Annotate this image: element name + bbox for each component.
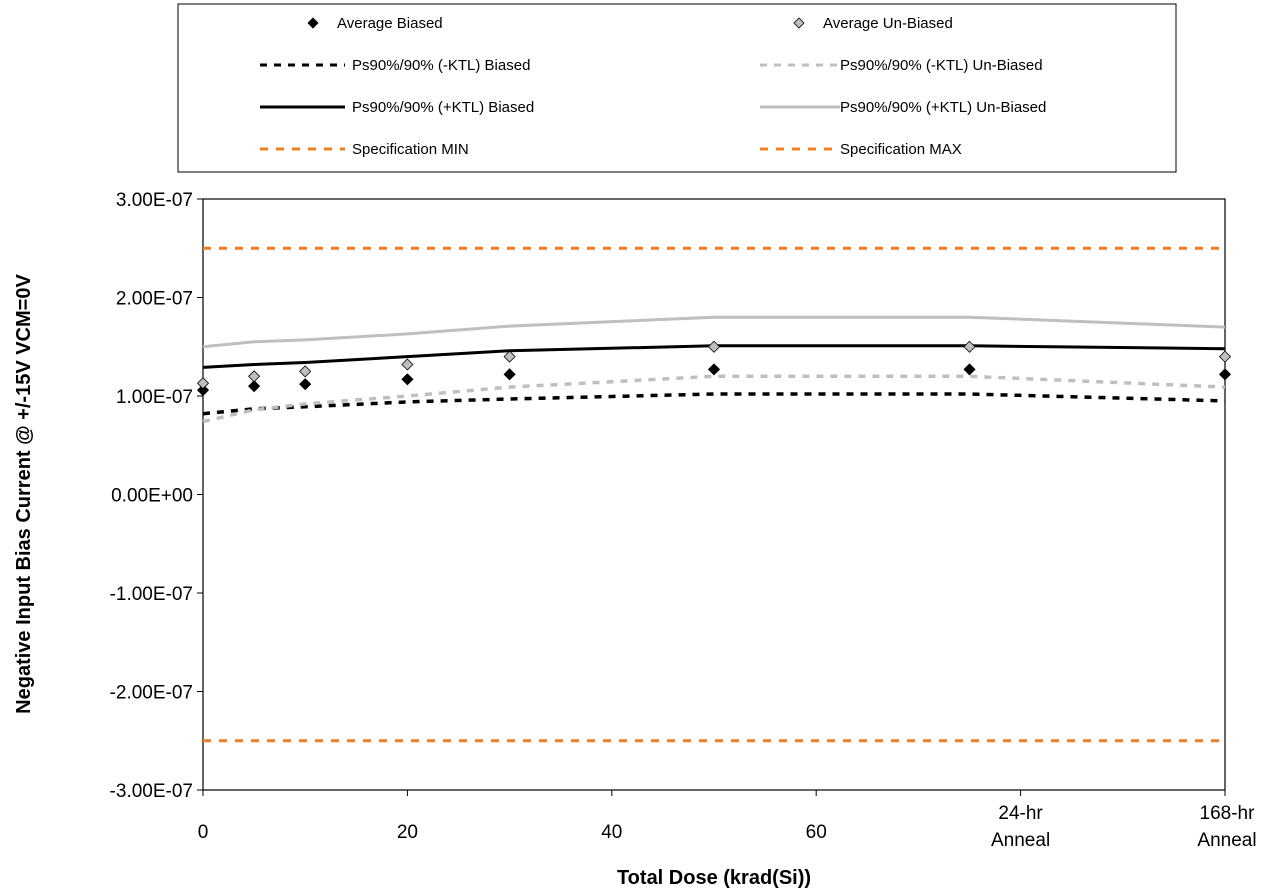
y-tick-label: 0.00E+00 <box>111 486 193 507</box>
series-layer <box>196 246 1232 743</box>
legend-entry-average-biased: Average Biased <box>307 15 443 32</box>
y-tick-label: 2.00E-07 <box>116 289 193 310</box>
x-tick-label: 40 <box>601 822 622 843</box>
y-axis: 3.00E-07 2.00E-07 1.00E-07 0.00E+00 -1.00E-0… <box>110 190 203 802</box>
series-line-ps90-90-ktl-biased <box>202 344 1226 369</box>
legend-entry-ps90-90-ktl-biased: Ps90%/90% (-KTL) Biased <box>260 57 530 74</box>
series-line-ps90-90-ktl-un-biased <box>202 374 1226 424</box>
point-average-biased <box>503 368 516 381</box>
x-tick-label: 168-hr Anneal <box>1197 803 1256 851</box>
point-average-un-biased <box>401 358 414 371</box>
legend-label: Ps90%/90% (+KTL) Un-Biased <box>840 99 1046 116</box>
y-tick-label: -1.00E-07 <box>110 584 193 605</box>
y-tick-label: 1.00E-07 <box>116 387 193 408</box>
point-average-un-biased <box>1218 350 1232 363</box>
point-average-un-biased <box>196 377 210 390</box>
point-average-biased <box>248 380 261 393</box>
point-average-biased <box>1218 368 1232 381</box>
legend-box <box>177 3 1177 173</box>
legend-label: Ps90%/90% (+KTL) Biased <box>352 99 534 116</box>
x-axis: 0 20 40 60 24-hr Anneal 168-hr Anneal <box>198 790 1257 851</box>
legend-label: Ps90%/90% (-KTL) Biased <box>352 57 530 74</box>
y-tick-label: -3.00E-07 <box>110 781 193 802</box>
plot-area <box>202 198 1226 791</box>
point-average-un-biased <box>248 370 261 383</box>
legend: Average Biased Average Un-Biased Ps90%/90%… <box>260 15 1046 158</box>
x-tick-label: 0 <box>198 822 209 843</box>
point-average-biased <box>963 363 976 376</box>
point-average-biased <box>707 363 721 376</box>
legend-label: Average Un-Biased <box>823 15 953 32</box>
x-tick-label: 20 <box>397 822 418 843</box>
legend-swatch <box>793 17 805 29</box>
x-tick-label: 24-hr Anneal <box>991 803 1050 851</box>
legend-entry-specification-min: Specification MIN <box>260 141 469 158</box>
y-tick-label: -2.00E-07 <box>110 683 193 704</box>
legend-label: Specification MAX <box>840 141 962 158</box>
point-average-biased <box>299 378 312 391</box>
y-tick-label: 3.00E-07 <box>116 190 193 211</box>
legend-label: Specification MIN <box>352 141 469 158</box>
x-axis-title: Total Dose (krad(Si)) <box>617 867 811 889</box>
point-average-un-biased <box>963 340 976 353</box>
legend-entry-ps90-90-ktl-un-biased: Ps90%/90% (+KTL) Un-Biased <box>760 99 1046 116</box>
legend-entry-ps90-90-ktl-biased: Ps90%/90% (+KTL) Biased <box>260 99 534 116</box>
point-average-biased <box>401 373 414 386</box>
point-average-un-biased <box>707 340 721 353</box>
legend-swatch <box>307 17 319 29</box>
y-axis-title: Negative Input Bias Current @ +/-15V VCM… <box>13 274 35 714</box>
legend-label: Ps90%/90% (-KTL) Un-Biased <box>840 57 1043 74</box>
x-tick-label: 60 <box>806 822 827 843</box>
legend-entry-ps90-90-ktl-un-biased: Ps90%/90% (-KTL) Un-Biased <box>760 57 1043 74</box>
legend-label: Average Biased <box>337 15 443 32</box>
point-average-un-biased <box>503 350 516 363</box>
legend-entry-average-un-biased: Average Un-Biased <box>793 15 953 32</box>
legend-entry-specification-max: Specification MAX <box>760 141 962 158</box>
point-average-un-biased <box>299 365 312 378</box>
series-line-ps90-90-ktl-un-biased <box>202 315 1226 349</box>
